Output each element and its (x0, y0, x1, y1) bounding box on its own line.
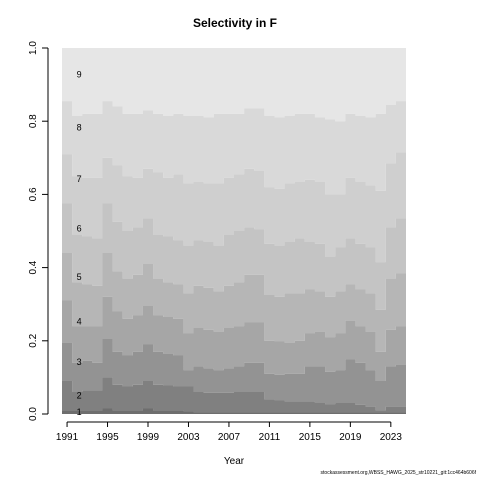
band-label-8: 8 (77, 123, 82, 133)
x-tick-label: 2011 (259, 432, 281, 443)
band-label-9: 9 (77, 70, 82, 80)
band-age-8 (62, 101, 406, 195)
band-label-7: 7 (77, 174, 82, 184)
band-age-9 (62, 48, 406, 122)
band-age-2 (62, 377, 406, 413)
x-tick-label: 1995 (96, 432, 119, 443)
y-tick-label: 0.4 (28, 260, 39, 274)
x-tick-label: 2007 (218, 432, 241, 443)
band-label-5: 5 (77, 272, 82, 282)
x-tick-label: 2019 (339, 432, 362, 443)
band-label-1: 1 (77, 407, 82, 417)
y-tick-label: 0.0 (28, 407, 39, 421)
x-tick-label: 2015 (299, 432, 322, 443)
y-axis: 0.0 0.2 0.4 0.6 0.8 1.0 (28, 41, 49, 421)
x-tick-label: 2003 (177, 432, 200, 443)
stacked-bands (62, 48, 406, 414)
y-tick-label: 1.0 (28, 41, 39, 55)
band-label-6: 6 (77, 223, 82, 233)
band-label-4: 4 (77, 317, 82, 327)
band-age-4 (62, 296, 406, 382)
band-age-1 (62, 408, 406, 414)
band-label-3: 3 (77, 357, 82, 367)
band-labels: 1 2 3 4 5 6 7 8 9 (77, 70, 82, 418)
band-age-5 (62, 252, 406, 352)
footer-note: stockassessment.org,WBSS_HAWG_2025_str10… (320, 470, 476, 476)
x-tick-label: 2023 (380, 432, 403, 443)
y-tick-label: 0.8 (28, 114, 39, 128)
x-axis: 1991 1995 1999 2003 2007 2011 2015 2019 2023 (56, 421, 403, 443)
x-tick-label: 1991 (56, 432, 79, 443)
band-label-2: 2 (77, 391, 82, 401)
band-age-6 (62, 203, 406, 310)
x-axis-label: Year (224, 456, 245, 467)
chart-title: Selectivity in F (193, 16, 277, 30)
y-tick-label: 0.2 (28, 333, 39, 347)
y-tick-label: 0.6 (28, 187, 39, 201)
band-age-7 (62, 152, 406, 263)
band-age-3 (62, 338, 406, 411)
x-tick-label: 1999 (137, 432, 160, 443)
